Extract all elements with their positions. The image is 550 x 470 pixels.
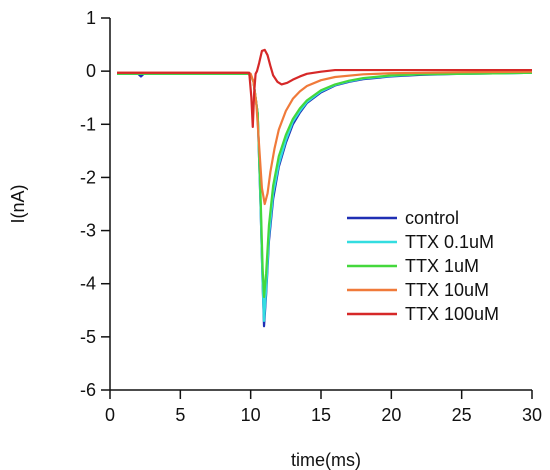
y-axis-title: I(nA): [8, 184, 28, 223]
y-tick-label: -3: [80, 221, 96, 241]
y-axis-ticks: 1 0 -1 -2 -3 -4 -5 -6: [80, 8, 110, 400]
x-axis-ticks: 0 5 10 15 20 25 30: [105, 390, 542, 425]
legend-label: TTX 100uM: [405, 304, 499, 324]
legend: control TTX 0.1uM TTX 1uM TTX 10uM TTX 100uM: [347, 208, 499, 324]
y-tick-label: -6: [80, 380, 96, 400]
x-tick-label: 0: [105, 405, 115, 425]
x-axis-title: time(ms): [291, 450, 361, 470]
legend-label: TTX 0.1uM: [405, 232, 494, 252]
series-lines: [117, 48, 533, 328]
y-tick-label: -5: [80, 327, 96, 347]
x-tick-label: 15: [311, 405, 331, 425]
legend-label: control: [405, 208, 459, 228]
x-tick-label: 30: [522, 405, 542, 425]
x-tick-label: 5: [175, 405, 185, 425]
x-tick-label: 20: [381, 405, 401, 425]
y-tick-label: 0: [86, 61, 96, 81]
y-tick-label: -2: [80, 167, 96, 187]
series-line-ttx-100um: [117, 48, 532, 129]
legend-label: TTX 1uM: [405, 256, 479, 276]
x-tick-label: 10: [241, 405, 261, 425]
legend-label: TTX 10uM: [405, 280, 489, 300]
x-tick-label: 25: [452, 405, 472, 425]
y-tick-label: -4: [80, 274, 96, 294]
y-tick-label: -1: [80, 114, 96, 134]
y-tick-label: 1: [86, 8, 96, 28]
